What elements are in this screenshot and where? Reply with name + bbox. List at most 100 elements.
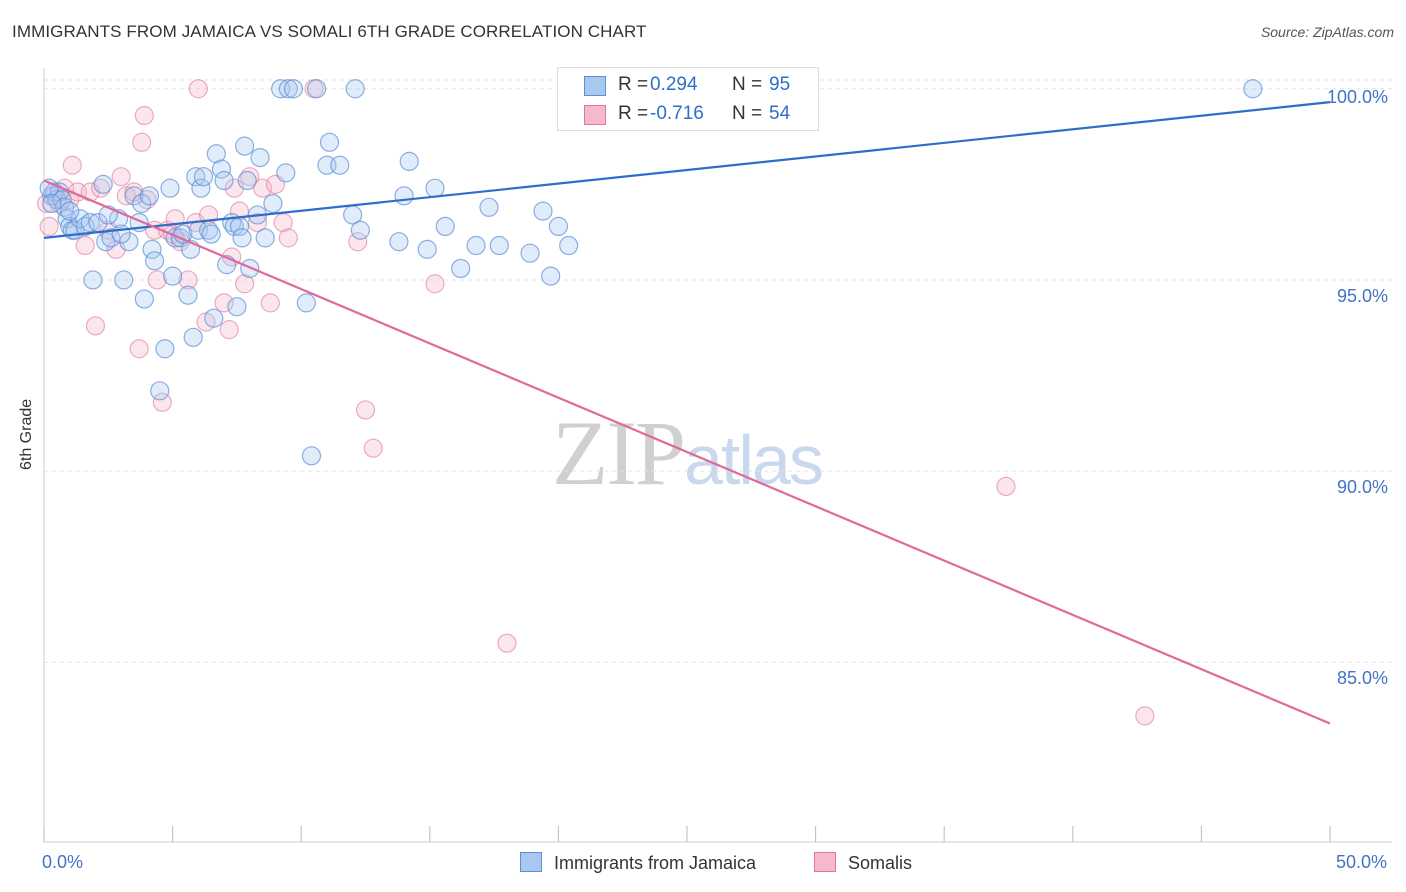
jamaica-point bbox=[520, 243, 540, 263]
jamaica-points bbox=[39, 79, 1263, 466]
jamaica-point bbox=[479, 197, 499, 217]
jamaica-point bbox=[150, 381, 170, 401]
somali-point bbox=[111, 167, 131, 187]
jamaica-point bbox=[96, 232, 116, 252]
somali-point bbox=[235, 274, 255, 294]
jamaica-point bbox=[263, 193, 283, 214]
somali-point bbox=[147, 270, 167, 290]
jamaica-trend-line bbox=[43, 101, 1331, 239]
somali-point bbox=[134, 105, 154, 126]
jamaica-point bbox=[211, 159, 232, 179]
jamaica-point bbox=[139, 186, 160, 206]
jamaica-legend-label: Immigrants from Jamaica bbox=[554, 853, 757, 873]
jamaica-point bbox=[548, 216, 569, 237]
legend-n-label: N = bbox=[732, 103, 763, 124]
somali-point bbox=[39, 216, 59, 237]
somali-point bbox=[188, 79, 208, 99]
jamaica-legend-swatch bbox=[520, 852, 542, 872]
jamaica-point bbox=[301, 446, 322, 466]
jamaica-point bbox=[451, 258, 471, 279]
jamaica-point bbox=[183, 327, 203, 347]
source-label: Source: ZipAtlas.com bbox=[1260, 24, 1394, 40]
jamaica-point bbox=[134, 289, 154, 309]
somali-point bbox=[425, 274, 445, 294]
jamaica-point bbox=[399, 151, 419, 172]
somali-legend-label: Somalis bbox=[848, 853, 913, 873]
jamaica-point bbox=[237, 170, 257, 191]
trend-lines bbox=[43, 101, 1331, 725]
chart-title: IMMIGRANTS FROM JAMAICA VS SOMALI 6TH GR… bbox=[12, 22, 647, 41]
jamaica-point bbox=[178, 285, 198, 305]
watermark-zip: ZIP bbox=[552, 402, 686, 504]
jamaica-point bbox=[142, 239, 162, 259]
jamaica-point bbox=[201, 224, 221, 244]
jamaica-point bbox=[227, 297, 247, 317]
y-tick-label: 95.0% bbox=[1337, 285, 1389, 306]
jamaica-point bbox=[83, 270, 103, 290]
somali-point bbox=[62, 155, 82, 175]
jamaica-point bbox=[54, 197, 75, 217]
legend-row-somali: R = -0.716 N = 54 bbox=[558, 99, 818, 129]
jamaica-point bbox=[559, 235, 579, 256]
somali-n-value: 54 bbox=[769, 103, 791, 124]
legend-r-label: R = bbox=[618, 103, 649, 124]
somali-point bbox=[247, 212, 268, 233]
watermark: ZIPatlas bbox=[552, 400, 824, 506]
jamaica-point bbox=[60, 201, 80, 221]
jamaica-point bbox=[124, 186, 144, 206]
somali-point bbox=[253, 178, 273, 198]
somali-point bbox=[129, 339, 149, 359]
jamaica-point bbox=[186, 167, 206, 187]
jamaica-point bbox=[283, 79, 304, 99]
x-tick-label-min: 0.0% bbox=[42, 852, 84, 872]
jamaica-point bbox=[319, 132, 340, 152]
bottom-legend-jamaica: Immigrants from Jamaica bbox=[520, 852, 756, 874]
jamaica-point bbox=[206, 144, 226, 164]
jamaica-point bbox=[191, 178, 211, 198]
somali-point bbox=[132, 132, 152, 152]
jamaica-point bbox=[101, 228, 121, 248]
jamaica-point bbox=[163, 266, 183, 286]
legend-n-label: N = bbox=[732, 74, 763, 95]
jamaica-point bbox=[114, 270, 134, 290]
somali-legend-swatch bbox=[814, 852, 836, 872]
jamaica-point bbox=[489, 235, 509, 256]
jamaica-point bbox=[119, 232, 139, 252]
jamaica-r-value: 0.294 bbox=[650, 74, 698, 95]
y-axis-label: 6th Grade bbox=[18, 398, 35, 470]
axes bbox=[43, 68, 1392, 843]
jamaica-point bbox=[255, 228, 275, 248]
jamaica-point bbox=[111, 224, 131, 244]
somali-point bbox=[355, 400, 376, 420]
somali-swatch bbox=[584, 105, 606, 125]
jamaica-point bbox=[235, 136, 255, 156]
jamaica-point bbox=[296, 293, 316, 313]
jamaica-point bbox=[330, 155, 350, 175]
x-tick-label-max: 50.0% bbox=[1336, 852, 1388, 872]
jamaica-point bbox=[42, 193, 62, 214]
y-tick-label: 90.0% bbox=[1337, 477, 1389, 498]
jamaica-swatch bbox=[584, 76, 606, 96]
jamaica-point bbox=[389, 232, 409, 252]
somali-points bbox=[36, 79, 1155, 726]
jamaica-point bbox=[541, 266, 561, 286]
jamaica-point bbox=[276, 163, 296, 183]
jamaica-point bbox=[250, 147, 270, 168]
jamaica-point bbox=[80, 212, 100, 233]
jamaica-point bbox=[350, 220, 370, 240]
legend-r-label: R = bbox=[618, 74, 649, 95]
somali-point bbox=[363, 438, 383, 458]
somali-point bbox=[348, 232, 368, 252]
jamaica-point bbox=[466, 235, 486, 256]
jamaica-point bbox=[394, 186, 414, 206]
somali-point bbox=[278, 228, 298, 248]
jamaica-point bbox=[52, 190, 72, 210]
jamaica-point bbox=[144, 251, 165, 271]
jamaica-point bbox=[193, 167, 214, 187]
y-tick-label: 85.0% bbox=[1337, 668, 1389, 689]
somali-r-value: -0.716 bbox=[650, 103, 704, 124]
somali-point bbox=[152, 392, 172, 412]
jamaica-point bbox=[214, 170, 234, 191]
y-tick-label: 100.0% bbox=[1327, 87, 1389, 107]
